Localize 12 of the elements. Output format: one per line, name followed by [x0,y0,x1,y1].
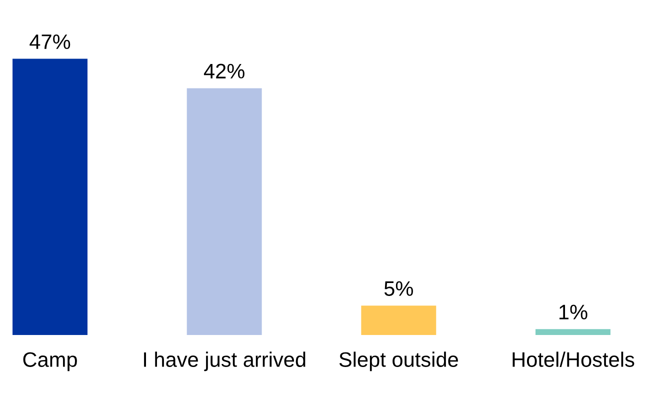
data-label: 5% [384,281,413,296]
x-tick-label: Camp [23,352,77,372]
data-label: 1% [560,304,588,320]
bar [361,306,436,335]
data-label: 42% [204,64,244,78]
x-tick-label: I have just arrived [144,352,306,372]
data-label: 47% [30,34,70,50]
x-tick-label: Hotel/Hostels [512,352,634,367]
bar [186,88,262,335]
bar [12,58,88,335]
x-tick-label: Slept outside [339,352,458,372]
bar [536,329,610,335]
